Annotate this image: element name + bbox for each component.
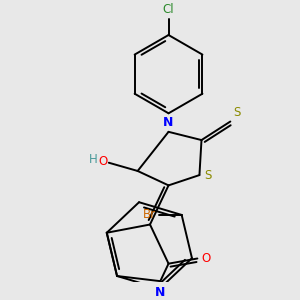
Text: S: S <box>205 169 212 182</box>
Text: O: O <box>98 155 108 168</box>
Text: H: H <box>89 153 98 166</box>
Text: Cl: Cl <box>163 4 174 16</box>
Text: N: N <box>155 286 166 299</box>
Text: O: O <box>202 252 211 265</box>
Text: N: N <box>164 116 174 129</box>
Text: S: S <box>233 106 241 119</box>
Text: Br: Br <box>143 208 156 221</box>
